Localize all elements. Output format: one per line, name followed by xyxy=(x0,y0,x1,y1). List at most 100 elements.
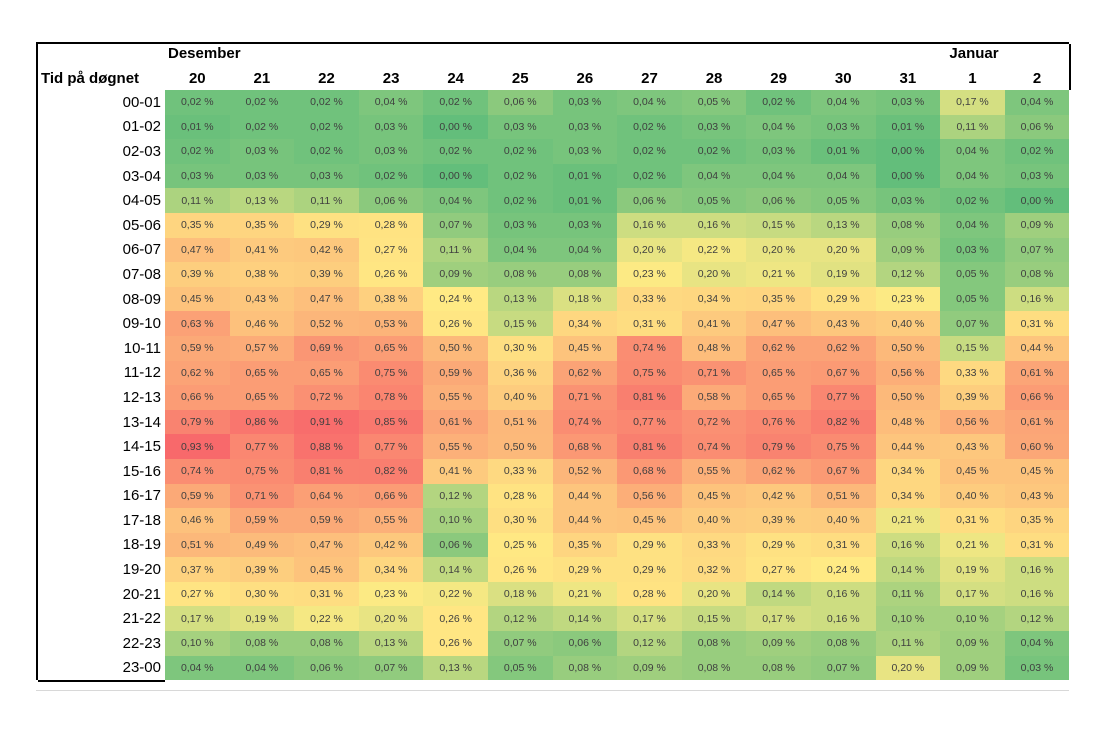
heatmap-cell[interactable]: 0,74 % xyxy=(681,434,747,459)
heatmap-cell[interactable]: 0,64 % xyxy=(294,483,359,509)
heatmap-cell[interactable]: 0,03 % xyxy=(552,114,618,140)
heatmap-cell[interactable]: 0,03 % xyxy=(294,163,359,189)
heatmap-cell[interactable]: 0,27 % xyxy=(358,237,424,263)
time-row-label[interactable]: 00-01 xyxy=(38,90,165,115)
heatmap-cell[interactable]: 0,02 % xyxy=(746,90,811,115)
heatmap-cell[interactable]: 0,26 % xyxy=(487,557,553,582)
heatmap-cell[interactable]: 0,71 % xyxy=(552,385,618,410)
heatmap-cell[interactable]: 0,38 % xyxy=(229,262,295,287)
heatmap-cell[interactable]: 0,40 % xyxy=(810,508,876,533)
heatmap-cell[interactable]: 0,14 % xyxy=(423,557,488,582)
heatmap-cell[interactable]: 0,65 % xyxy=(746,385,811,410)
date-header-cell[interactable]: 20 xyxy=(188,69,206,87)
heatmap-cell[interactable]: 0,09 % xyxy=(940,631,1005,656)
heatmap-cell[interactable]: 0,17 % xyxy=(940,90,1005,115)
date-header-cell[interactable]: 22 xyxy=(318,69,335,87)
heatmap-cell[interactable]: 0,52 % xyxy=(552,458,618,484)
heatmap-cell[interactable]: 0,81 % xyxy=(617,434,682,459)
heatmap-cell[interactable]: 0,01 % xyxy=(552,163,618,189)
heatmap-cell[interactable]: 0,06 % xyxy=(617,188,682,213)
time-row-label[interactable]: 19-20 xyxy=(38,557,165,582)
heatmap-cell[interactable]: 0,14 % xyxy=(875,557,941,582)
heatmap-cell[interactable]: 0,55 % xyxy=(423,385,488,410)
heatmap-cell[interactable]: 0,79 % xyxy=(746,434,811,459)
heatmap-cell[interactable]: 0,35 % xyxy=(229,212,295,238)
heatmap-cell[interactable]: 0,05 % xyxy=(681,90,747,115)
heatmap-cell[interactable]: 0,48 % xyxy=(681,335,747,361)
heatmap-cell[interactable]: 0,03 % xyxy=(165,163,230,189)
heatmap-cell[interactable]: 0,42 % xyxy=(294,237,359,263)
heatmap-cell[interactable]: 0,27 % xyxy=(165,581,230,607)
time-row-label[interactable]: 05-06 xyxy=(38,212,165,238)
date-header-cell[interactable]: 25 xyxy=(511,69,529,87)
heatmap-cell[interactable]: 0,09 % xyxy=(746,631,811,656)
heatmap-cell[interactable]: 0,76 % xyxy=(746,409,811,435)
heatmap-cell[interactable]: 0,68 % xyxy=(617,458,682,484)
heatmap-cell[interactable]: 0,46 % xyxy=(165,508,230,533)
heatmap-cell[interactable]: 0,10 % xyxy=(940,606,1005,632)
heatmap-cell[interactable]: 0,51 % xyxy=(810,483,876,509)
heatmap-cell[interactable]: 0,29 % xyxy=(810,286,876,312)
heatmap-cell[interactable]: 0,17 % xyxy=(165,606,230,632)
heatmap-cell[interactable]: 0,03 % xyxy=(487,114,553,140)
heatmap-cell[interactable]: 0,93 % xyxy=(165,434,230,459)
heatmap-cell[interactable]: 0,62 % xyxy=(810,335,876,361)
heatmap-cell[interactable]: 0,45 % xyxy=(294,557,359,582)
heatmap-cell[interactable]: 0,31 % xyxy=(617,311,682,336)
heatmap-cell[interactable]: 0,11 % xyxy=(165,188,230,213)
heatmap-cell[interactable]: 0,02 % xyxy=(487,139,553,164)
heatmap-cell[interactable]: 0,36 % xyxy=(487,360,553,386)
heatmap-cell[interactable]: 0,65 % xyxy=(358,335,424,361)
heatmap-cell[interactable]: 0,61 % xyxy=(1004,360,1070,386)
heatmap-cell[interactable]: 0,03 % xyxy=(940,237,1005,263)
heatmap-cell[interactable]: 0,08 % xyxy=(229,631,295,656)
heatmap-cell[interactable]: 0,29 % xyxy=(746,532,811,558)
heatmap-cell[interactable]: 0,07 % xyxy=(487,631,553,656)
heatmap-cell[interactable]: 0,17 % xyxy=(940,581,1005,607)
heatmap-cell[interactable]: 0,45 % xyxy=(617,508,682,533)
heatmap-cell[interactable]: 0,13 % xyxy=(423,655,488,681)
heatmap-cell[interactable]: 0,45 % xyxy=(165,286,230,312)
heatmap-cell[interactable]: 0,16 % xyxy=(1004,581,1070,607)
heatmap-cell[interactable]: 0,56 % xyxy=(940,409,1005,435)
heatmap-cell[interactable]: 0,02 % xyxy=(617,114,682,140)
heatmap-cell[interactable]: 0,67 % xyxy=(810,360,876,386)
heatmap-cell[interactable]: 0,26 % xyxy=(423,311,488,336)
time-row-label[interactable]: 18-19 xyxy=(38,532,165,558)
heatmap-cell[interactable]: 0,31 % xyxy=(940,508,1005,533)
heatmap-cell[interactable]: 0,04 % xyxy=(810,163,876,189)
heatmap-cell[interactable]: 0,04 % xyxy=(1004,90,1070,115)
heatmap-cell[interactable]: 0,43 % xyxy=(940,434,1005,459)
heatmap-cell[interactable]: 0,20 % xyxy=(681,581,747,607)
heatmap-cell[interactable]: 0,11 % xyxy=(294,188,359,213)
heatmap-cell[interactable]: 0,26 % xyxy=(423,606,488,632)
heatmap-cell[interactable]: 0,16 % xyxy=(875,532,941,558)
heatmap-cell[interactable]: 0,06 % xyxy=(487,90,553,115)
time-row-label[interactable]: 08-09 xyxy=(38,286,165,312)
date-header-cell[interactable]: 23 xyxy=(382,69,400,87)
heatmap-cell[interactable]: 0,03 % xyxy=(746,139,811,164)
heatmap-cell[interactable]: 0,33 % xyxy=(940,360,1005,386)
heatmap-cell[interactable]: 0,51 % xyxy=(487,409,553,435)
heatmap-cell[interactable]: 0,44 % xyxy=(552,508,618,533)
heatmap-cell[interactable]: 0,61 % xyxy=(1004,409,1070,435)
heatmap-cell[interactable]: 0,77 % xyxy=(810,385,876,410)
heatmap-cell[interactable]: 0,02 % xyxy=(487,163,553,189)
heatmap-cell[interactable]: 0,04 % xyxy=(617,90,682,115)
heatmap-cell[interactable]: 0,02 % xyxy=(294,90,359,115)
heatmap-cell[interactable]: 0,43 % xyxy=(1004,483,1070,509)
heatmap-cell[interactable]: 0,66 % xyxy=(1004,385,1070,410)
heatmap-cell[interactable]: 0,05 % xyxy=(681,188,747,213)
heatmap-cell[interactable]: 0,07 % xyxy=(423,212,488,238)
heatmap-cell[interactable]: 0,19 % xyxy=(229,606,295,632)
time-row-label[interactable]: 13-14 xyxy=(38,409,165,435)
heatmap-cell[interactable]: 0,04 % xyxy=(810,90,876,115)
heatmap-cell[interactable]: 0,71 % xyxy=(229,483,295,509)
time-row-label[interactable]: 09-10 xyxy=(38,311,165,336)
heatmap-cell[interactable]: 0,72 % xyxy=(681,409,747,435)
heatmap-cell[interactable]: 0,55 % xyxy=(423,434,488,459)
heatmap-cell[interactable]: 0,28 % xyxy=(487,483,553,509)
date-header-cell[interactable]: 28 xyxy=(705,69,723,87)
heatmap-cell[interactable]: 0,62 % xyxy=(165,360,230,386)
heatmap-cell[interactable]: 0,04 % xyxy=(1004,631,1070,656)
